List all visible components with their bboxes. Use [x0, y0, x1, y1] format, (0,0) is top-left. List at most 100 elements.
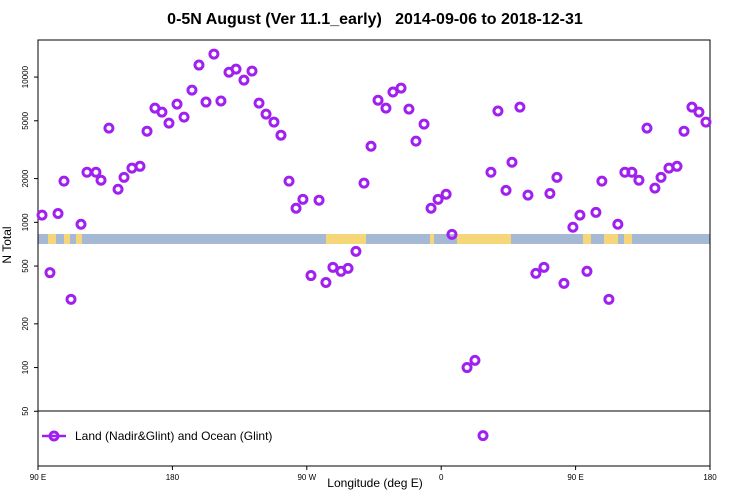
data-point	[410, 135, 422, 147]
data-point	[178, 111, 190, 123]
x-tick-label: 180	[703, 473, 717, 482]
y-tick-label: 1000	[21, 213, 30, 231]
y-tick-label: 500	[21, 259, 30, 273]
data-point	[500, 184, 512, 196]
data-point	[380, 102, 392, 114]
legend: Land (Nadir&Glint) and Ocean (Glint)	[42, 429, 272, 443]
data-point	[603, 293, 615, 305]
data-point	[693, 106, 705, 118]
data-point	[700, 116, 712, 128]
data-point	[641, 122, 653, 134]
data-point	[320, 277, 332, 289]
data-point	[633, 174, 645, 186]
data-point	[558, 277, 570, 289]
plot-frame	[37, 39, 711, 467]
data-point	[492, 105, 504, 117]
data-point	[297, 193, 309, 205]
legend-label: Land (Nadir&Glint) and Ocean (Glint)	[75, 429, 272, 443]
data-point	[425, 202, 437, 214]
data-point	[275, 129, 287, 141]
x-axis-label: Longitude (deg E)	[327, 476, 422, 490]
y-axis-label: N Total	[0, 226, 14, 263]
data-point	[52, 208, 64, 220]
data-point	[432, 193, 444, 205]
data-point	[395, 82, 407, 94]
y-tick-label: 50	[21, 406, 30, 415]
x-tick-label: 180	[166, 473, 180, 482]
data-point	[215, 95, 227, 107]
x-tick-label: 90 E	[30, 473, 46, 482]
data-point	[530, 267, 542, 279]
data-point	[655, 171, 667, 183]
data-point	[446, 228, 458, 240]
data-point	[156, 106, 168, 118]
data-point	[44, 267, 56, 279]
data-point	[372, 94, 384, 106]
data-point	[75, 218, 87, 230]
data-point	[626, 166, 638, 178]
data-point	[65, 293, 77, 305]
x-tick-label: 90 W	[297, 473, 316, 482]
y-tick-label: 200	[21, 317, 30, 331]
data-point	[81, 166, 93, 178]
data-point	[313, 194, 325, 206]
data-point	[103, 122, 115, 134]
data-point	[506, 156, 518, 168]
chart-title: 0-5N August (Ver 11.1_early) 2014-09-06 …	[167, 11, 583, 28]
data-point	[58, 175, 70, 187]
data-point	[283, 175, 295, 187]
data-point	[365, 140, 377, 152]
data-point	[567, 221, 579, 233]
data-point	[200, 96, 212, 108]
data-point	[678, 125, 690, 137]
y-tick-label: 10000	[21, 65, 30, 88]
data-point	[485, 166, 497, 178]
data-point	[186, 84, 198, 96]
data-point	[118, 171, 130, 183]
data-point	[246, 65, 258, 77]
data-point	[418, 118, 430, 130]
data-point	[686, 101, 698, 113]
data-point	[514, 101, 526, 113]
data-point	[522, 189, 534, 201]
data-point	[134, 160, 146, 172]
data-point	[612, 218, 624, 230]
data-point	[253, 97, 265, 109]
data-point	[36, 209, 48, 221]
data-point	[238, 74, 250, 86]
data-point	[477, 430, 489, 442]
data-point	[538, 261, 550, 273]
data-point	[590, 206, 602, 218]
data-point	[208, 48, 220, 60]
data-point	[163, 117, 175, 129]
data-point	[581, 265, 593, 277]
data-point	[350, 245, 362, 257]
data-point	[671, 160, 683, 172]
y-tick-label: 100	[21, 360, 30, 374]
data-point	[90, 166, 102, 178]
data-point	[649, 182, 661, 194]
data-point	[193, 59, 205, 71]
data-point	[260, 108, 272, 120]
data-point	[342, 262, 354, 274]
data-point	[268, 116, 280, 128]
data-point	[305, 270, 317, 282]
data-point	[596, 175, 608, 187]
data-point	[403, 103, 415, 115]
data-point	[461, 362, 473, 374]
y-tick-label: 5000	[21, 111, 30, 129]
data-point	[95, 174, 107, 186]
data-point	[230, 63, 242, 75]
data-point	[327, 261, 339, 273]
land-ocean-strip	[38, 234, 710, 244]
data-point	[469, 354, 481, 366]
data-point	[290, 202, 302, 214]
data-point	[440, 188, 452, 200]
legend-marker	[48, 430, 60, 442]
data-point	[171, 98, 183, 110]
data-point	[112, 183, 124, 195]
y-tick-label: 2000	[21, 169, 30, 187]
data-point	[141, 125, 153, 137]
data-point	[574, 209, 586, 221]
